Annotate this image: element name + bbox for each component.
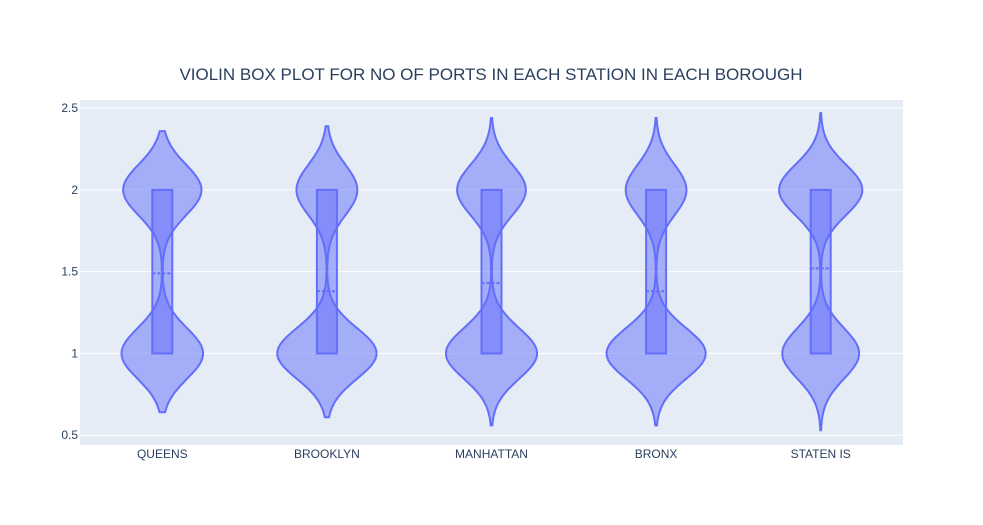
violin-box	[809, 188, 832, 355]
violin	[276, 125, 378, 419]
violin-box	[151, 188, 174, 355]
y-tick-label: 0.5	[61, 428, 78, 442]
x-tick-label: STATEN IS	[791, 447, 851, 461]
x-tick-label: MANHATTAN	[455, 447, 528, 461]
x-tick-label: BRONX	[635, 447, 678, 461]
violin-box	[480, 188, 503, 355]
x-tick-label: QUEENS	[137, 447, 188, 461]
violin	[444, 117, 539, 427]
violin-box	[315, 188, 338, 355]
chart-title: VIOLIN BOX PLOT FOR NO OF PORTS IN EACH …	[179, 65, 802, 84]
violins	[120, 112, 864, 432]
violin	[120, 130, 205, 414]
y-tick-label: 1.5	[61, 265, 78, 279]
violin	[778, 112, 864, 432]
violin-box	[645, 188, 668, 355]
y-tick-label: 2.5	[61, 101, 78, 115]
y-axis: 0.5 1 1.5 2 2.5	[61, 101, 78, 442]
violin	[605, 117, 707, 427]
x-axis: QUEENS BROOKLYN MANHATTAN BRONX STATEN IS	[137, 447, 851, 461]
y-tick-label: 2	[71, 183, 78, 197]
x-tick-label: BROOKLYN	[294, 447, 360, 461]
y-tick-label: 1	[71, 346, 78, 360]
